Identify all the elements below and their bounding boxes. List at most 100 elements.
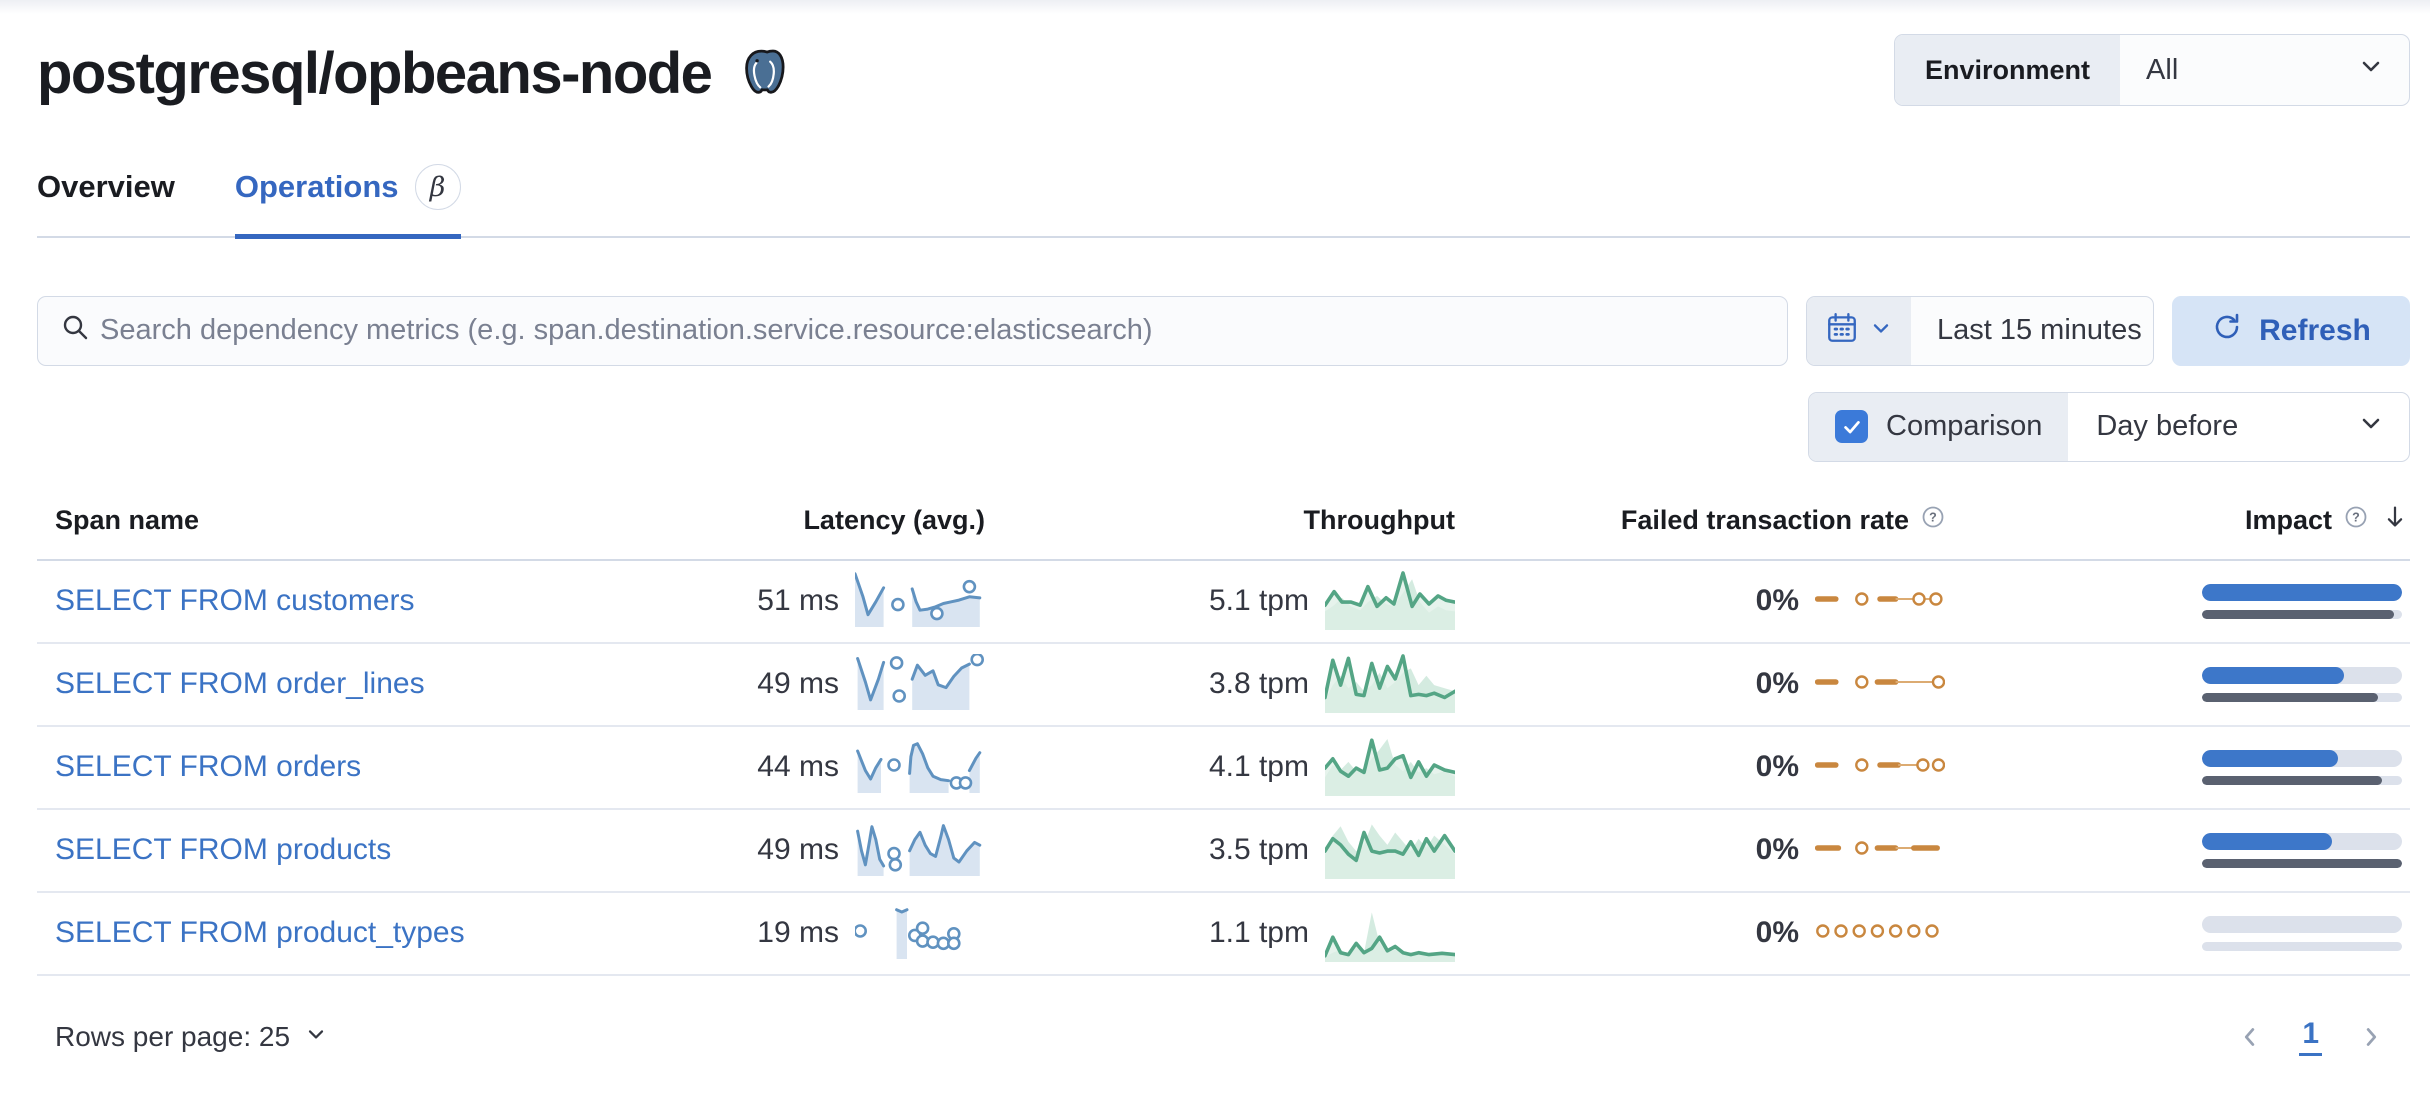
throughput-sparkline — [1323, 900, 1457, 967]
help-icon[interactable]: ? — [1921, 505, 1945, 536]
refresh-button-label: Refresh — [2259, 313, 2371, 347]
throughput-value: 3.5 tpm — [1208, 833, 1309, 866]
tab-overview[interactable]: Overview — [37, 164, 175, 239]
span-name-link[interactable]: SELECT FROM customers — [55, 584, 415, 617]
throughput-value: 1.1 tpm — [1208, 916, 1309, 949]
svg-text:?: ? — [1929, 510, 1937, 524]
failed-rate-value: 0% — [1755, 833, 1799, 866]
table-row: SELECT FROM product_types 19 ms 1.1 tpm … — [37, 893, 2410, 976]
latency-value: 19 ms — [757, 916, 839, 949]
latency-sparkline — [855, 652, 985, 715]
latency-sparkline — [855, 820, 985, 881]
postgresql-elephant-icon — [739, 47, 787, 102]
span-name-link[interactable]: SELECT FROM products — [55, 833, 392, 866]
span-name-link[interactable]: SELECT FROM orders — [55, 750, 362, 783]
comparison-toggle[interactable]: Comparison — [1809, 392, 2069, 461]
search-box[interactable] — [37, 295, 1788, 366]
latency-value: 44 ms — [757, 750, 839, 783]
chevron-down-icon — [304, 1021, 328, 1053]
impact-bars — [2202, 666, 2402, 702]
help-icon[interactable]: ? — [2344, 505, 2368, 536]
throughput-sparkline — [1323, 734, 1457, 801]
operations-table: Span name Latency (avg.) Throughput Fail… — [37, 502, 2410, 976]
table-header: Span name Latency (avg.) Throughput Fail… — [37, 502, 2410, 561]
throughput-value: 4.1 tpm — [1208, 750, 1309, 783]
impact-bar-previous — [2202, 692, 2378, 702]
latency-sparkline — [855, 737, 985, 798]
failed-rate-value: 0% — [1755, 750, 1799, 783]
table-row: SELECT FROM customers 51 ms 5.1 tpm 0% — [37, 561, 2410, 644]
chevron-down-icon — [2357, 52, 2385, 88]
latency-sparkline — [853, 903, 985, 964]
failed-rate-sparkline — [1815, 918, 1945, 949]
impact-bars — [2202, 583, 2402, 619]
span-name-link[interactable]: SELECT FROM order_lines — [55, 667, 425, 700]
throughput-value: 3.8 tpm — [1208, 667, 1309, 700]
impact-bars — [2202, 915, 2402, 951]
environment-select-value: All — [2146, 53, 2179, 86]
throughput-value: 5.1 tpm — [1208, 584, 1309, 617]
impact-bar-previous — [2202, 775, 2382, 785]
environment-select-label: Environment — [1895, 35, 2121, 105]
page-title: postgresql/opbeans-node — [37, 41, 713, 106]
failed-rate-value: 0% — [1755, 667, 1799, 700]
date-picker: Last 15 minutes — [1806, 295, 2154, 366]
tab-bar: Overview Operations β — [37, 164, 2410, 239]
failed-rate-sparkline — [1814, 586, 1945, 617]
refresh-icon — [2211, 311, 2243, 351]
column-header-failed-rate[interactable]: Failed transaction rate ? — [1455, 505, 1945, 536]
column-header-impact[interactable]: Impact ? — [1945, 502, 2410, 539]
rows-per-page-label: Rows per page: 25 — [55, 1020, 291, 1052]
impact-bar-current — [2202, 749, 2338, 767]
chevron-down-icon — [1869, 316, 1893, 345]
previous-page-button[interactable] — [2235, 1022, 2265, 1052]
svg-text:?: ? — [2352, 510, 2360, 524]
refresh-button[interactable]: Refresh — [2172, 295, 2410, 366]
tab-operations[interactable]: Operations β — [234, 164, 461, 239]
impact-bars — [2202, 749, 2402, 785]
query-bar: Last 15 minutes Refresh — [37, 295, 2410, 366]
time-range-value[interactable]: Last 15 minutes — [1937, 314, 2142, 346]
page-number[interactable]: 1 — [2299, 1017, 2322, 1056]
table-body: SELECT FROM customers 51 ms 5.1 tpm 0% S… — [37, 561, 2410, 976]
column-header-throughput[interactable]: Throughput — [1303, 504, 1455, 535]
chevron-down-icon — [2357, 409, 2385, 445]
throughput-sparkline — [1323, 817, 1457, 884]
rows-per-page-button[interactable]: Rows per page: 25 — [37, 1021, 328, 1053]
throughput-sparkline — [1323, 568, 1457, 635]
header-shadow — [0, 0, 2430, 14]
table-row: SELECT FROM products 49 ms 3.5 tpm 0% — [37, 810, 2410, 893]
environment-select[interactable]: Environment All — [1894, 34, 2410, 106]
latency-value: 49 ms — [757, 833, 839, 866]
comparison-label: Comparison — [1886, 410, 2043, 442]
table-row: SELECT FROM order_lines 49 ms 3.8 tpm 0% — [37, 644, 2410, 727]
column-header-span-name[interactable]: Span name — [55, 504, 200, 535]
table-row: SELECT FROM orders 44 ms 4.1 tpm 0% — [37, 727, 2410, 810]
column-header-latency[interactable]: Latency (avg.) — [803, 504, 985, 535]
latency-value: 51 ms — [757, 584, 839, 617]
impact-bar-current — [2202, 666, 2344, 684]
impact-bar-current — [2202, 583, 2402, 601]
latency-sparkline — [853, 571, 985, 632]
next-page-button[interactable] — [2356, 1022, 2386, 1052]
span-name-link[interactable]: SELECT FROM product_types — [55, 916, 465, 949]
impact-bar-previous — [2202, 858, 2402, 868]
failed-rate-sparkline — [1814, 669, 1946, 700]
sort-desc-icon — [2380, 502, 2410, 539]
search-input[interactable] — [100, 314, 1765, 347]
throughput-sparkline — [1323, 651, 1457, 718]
page-header: postgresql/opbeans-node Environment All — [0, 0, 2430, 112]
failed-rate-sparkline — [1814, 752, 1946, 783]
tab-operations-label: Operations — [234, 169, 399, 204]
failed-rate-value: 0% — [1755, 916, 1799, 949]
table-footer: Rows per page: 25 1 — [37, 1006, 2410, 1068]
comparison-select-value: Day before — [2096, 410, 2239, 442]
comparison-row: Comparison Day before — [0, 391, 2410, 462]
comparison-select[interactable]: Day before — [2068, 393, 2409, 461]
failed-rate-value: 0% — [1755, 584, 1799, 617]
impact-bar-previous — [2202, 609, 2394, 619]
impact-bars — [2202, 832, 2402, 868]
date-picker-quick-menu[interactable] — [1807, 296, 1911, 365]
comparison-checkbox[interactable] — [1835, 410, 1868, 443]
latency-value: 49 ms — [757, 667, 839, 700]
